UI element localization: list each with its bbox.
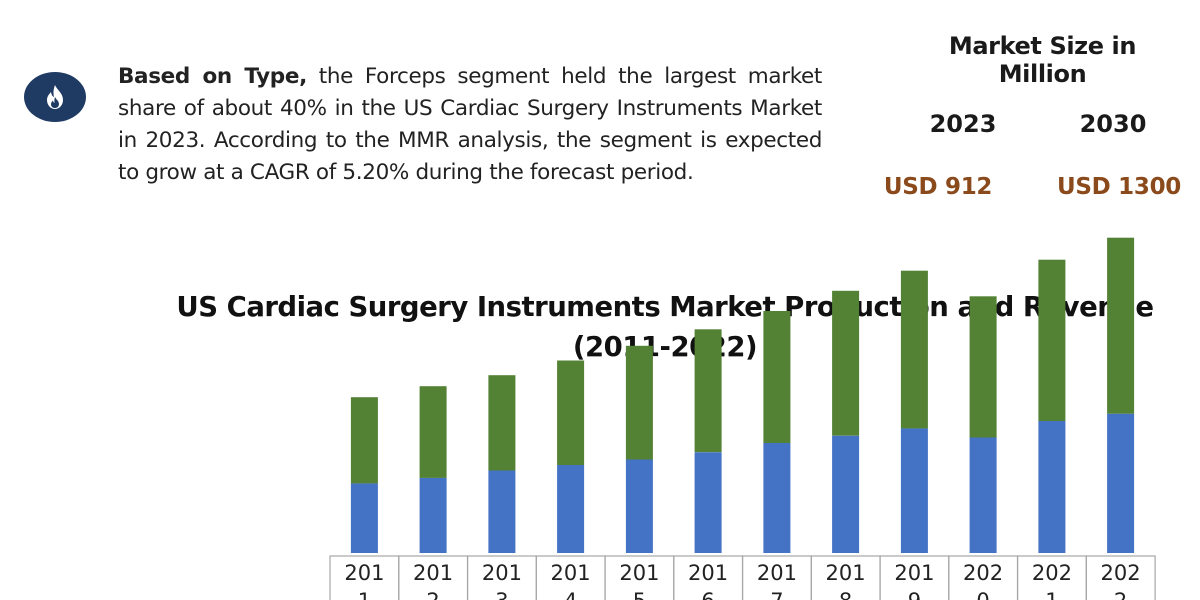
bar-2011-series-2 [350, 397, 378, 484]
bar-2011-series-1 [350, 483, 378, 553]
bar-2015-series-2 [625, 345, 653, 460]
bar-2014-series-2 [557, 360, 585, 465]
category-label-2017: 2017 [757, 561, 797, 600]
bar-2013-series-2 [488, 375, 516, 471]
bar-2021-series-2 [1038, 259, 1066, 421]
category-label-2021: 2021 [1032, 561, 1072, 600]
bar-2019-series-2 [900, 270, 928, 429]
market-value-2023: USD 912 [883, 174, 993, 200]
bar-2019-series-1 [900, 428, 928, 553]
bar-2017-series-2 [763, 311, 791, 443]
category-label-2018: 2018 [826, 561, 866, 600]
bar-2018-series-2 [832, 290, 860, 436]
bar-2012-series-1 [419, 477, 447, 553]
market-value-2030: USD 1300 [1057, 174, 1181, 200]
category-label-2011: 2011 [344, 561, 384, 600]
market-year-2030: 2030 [1079, 110, 1147, 138]
bar-2016-series-1 [694, 452, 722, 553]
category-label-2016: 2016 [688, 561, 728, 600]
type-summary: Based on Type, the Forceps segment held … [118, 61, 822, 189]
bar-2021-series-1 [1038, 421, 1066, 553]
bar-2015-series-1 [625, 459, 653, 553]
category-cell-2022 [1085, 555, 1156, 600]
summary-body: the Forceps segment held the largest mar… [118, 64, 822, 185]
type-badge [24, 72, 86, 122]
bar-2012-series-2 [419, 386, 447, 478]
bar-2022-series-2 [1107, 237, 1135, 414]
summary-lead: Based on Type, [118, 64, 307, 89]
category-label-2022: 2022 [1101, 561, 1141, 600]
flame-icon [47, 85, 63, 109]
bar-2016-series-2 [694, 329, 722, 453]
bar-2020-series-1 [969, 437, 997, 553]
bar-2013-series-1 [488, 470, 516, 553]
bar-2018-series-1 [832, 435, 860, 553]
category-label-2013: 2013 [482, 561, 522, 600]
category-label-2015: 2015 [619, 561, 659, 600]
market-year-2023: 2023 [929, 110, 997, 138]
bar-2014-series-1 [557, 465, 585, 553]
category-label-2014: 2014 [551, 561, 591, 600]
market-size-title: Market Size in Million [948, 32, 1137, 88]
bar-2022-series-1 [1107, 413, 1135, 553]
category-label-2020: 2020 [963, 561, 1003, 600]
bar-2017-series-1 [763, 443, 791, 553]
bar-2020-series-2 [969, 296, 997, 438]
category-label-2019: 2019 [894, 561, 934, 600]
